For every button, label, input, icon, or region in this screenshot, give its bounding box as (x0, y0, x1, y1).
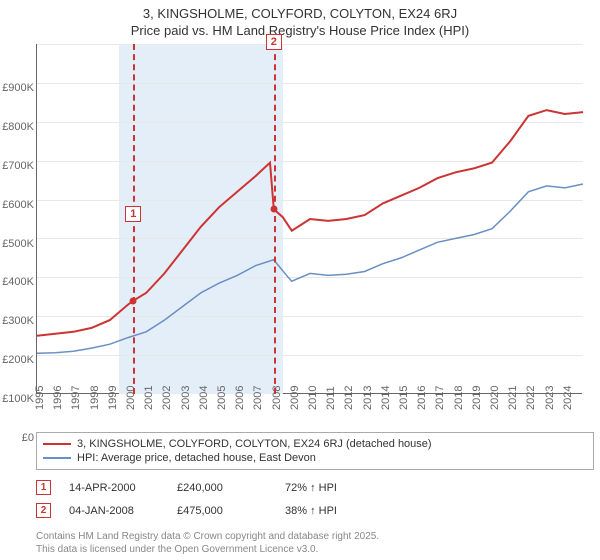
legend-label: HPI: Average price, detached house, East… (77, 452, 316, 464)
y-axis-label: £200K (0, 354, 34, 366)
x-axis-label: 2019 (471, 386, 483, 410)
legend-and-data: 3, KINGSHOLME, COLYFORD, COLYTON, EX24 6… (36, 432, 594, 522)
transaction-date: 04-JAN-2008 (69, 505, 159, 517)
x-axis-label: 1995 (34, 386, 46, 410)
transaction-row: 2 04-JAN-2008 £475,000 38% ↑ HPI (36, 499, 594, 522)
x-axis-label: 2002 (161, 386, 173, 410)
x-axis-label: 2009 (289, 386, 301, 410)
plot-region: 1995199619971998199920002001200220032004… (36, 44, 582, 394)
x-axis-label: 2003 (180, 386, 192, 410)
x-axis-label: 2024 (562, 386, 574, 410)
marker-dot (270, 206, 277, 213)
transaction-row: 1 14-APR-2000 £240,000 72% ↑ HPI (36, 476, 594, 499)
x-axis-label: 1999 (107, 386, 119, 410)
legend-swatch (43, 457, 71, 459)
transaction-delta: 72% ↑ HPI (285, 482, 375, 494)
footer-line-2: This data is licensed under the Open Gov… (36, 544, 379, 557)
y-axis-label: £300K (0, 315, 34, 327)
y-axis-label: £0 (0, 432, 34, 444)
y-axis-label: £500K (0, 238, 34, 250)
x-axis-label: 2007 (252, 386, 264, 410)
x-axis-label: 1996 (52, 386, 64, 410)
legend-label: 3, KINGSHOLME, COLYFORD, COLYTON, EX24 6… (77, 438, 432, 450)
transaction-delta: 38% ↑ HPI (285, 505, 375, 517)
series-line (37, 184, 583, 353)
transaction-price: £240,000 (177, 482, 267, 494)
x-axis-label: 2020 (489, 386, 501, 410)
x-axis-label: 2021 (507, 386, 519, 410)
marker-line (274, 44, 276, 394)
x-axis-label: 2018 (453, 386, 465, 410)
x-axis-label: 2006 (234, 386, 246, 410)
y-axis-label: £800K (0, 121, 34, 133)
x-axis-label: 2013 (362, 386, 374, 410)
footer-line-1: Contains HM Land Registry data © Crown c… (36, 531, 379, 544)
x-axis-label: 2022 (525, 386, 537, 410)
legend-row: HPI: Average price, detached house, East… (43, 451, 587, 465)
x-axis-label: 2001 (143, 386, 155, 410)
x-axis-label: 2014 (380, 386, 392, 410)
title-line-1: 3, KINGSHOLME, COLYFORD, COLYTON, EX24 6… (0, 6, 600, 23)
title-line-2: Price paid vs. HM Land Registry's House … (0, 23, 600, 40)
transaction-marker: 1 (36, 480, 51, 495)
legend-box: 3, KINGSHOLME, COLYFORD, COLYTON, EX24 6… (36, 432, 594, 470)
y-axis-label: £900K (0, 82, 34, 94)
transaction-marker: 2 (36, 503, 51, 518)
transaction-date: 14-APR-2000 (69, 482, 159, 494)
transaction-rows: 1 14-APR-2000 £240,000 72% ↑ HPI 2 04-JAN-200… (36, 476, 594, 522)
x-axis-label: 1998 (89, 386, 101, 410)
legend-swatch (43, 443, 71, 445)
x-axis-label: 2017 (434, 386, 446, 410)
x-axis-label: 2004 (198, 386, 210, 410)
marker-dot (130, 297, 137, 304)
footer-attribution: Contains HM Land Registry data © Crown c… (36, 531, 379, 556)
chart-title: 3, KINGSHOLME, COLYFORD, COLYTON, EX24 6… (0, 0, 600, 40)
marker-label: 1 (125, 206, 141, 222)
x-axis-label: 2011 (325, 386, 337, 410)
transaction-price: £475,000 (177, 505, 267, 517)
series-line (37, 110, 583, 336)
x-axis-label: 2016 (416, 386, 428, 410)
x-axis-label: 2005 (216, 386, 228, 410)
x-axis-label: 2015 (398, 386, 410, 410)
y-axis-label: £400K (0, 276, 34, 288)
x-axis-label: 2023 (544, 386, 556, 410)
x-axis-label: 2010 (307, 386, 319, 410)
x-axis-label: 2012 (343, 386, 355, 410)
x-axis-label: 2008 (271, 386, 283, 410)
line-series-svg (37, 44, 583, 394)
marker-label: 2 (266, 34, 282, 50)
chart-area: 1995199619971998199920002001200220032004… (0, 44, 600, 424)
y-axis-label: £100K (0, 393, 34, 405)
y-axis-label: £700K (0, 160, 34, 172)
legend-row: 3, KINGSHOLME, COLYFORD, COLYTON, EX24 6… (43, 437, 587, 451)
x-axis-label: 1997 (70, 386, 82, 410)
y-axis-label: £600K (0, 199, 34, 211)
